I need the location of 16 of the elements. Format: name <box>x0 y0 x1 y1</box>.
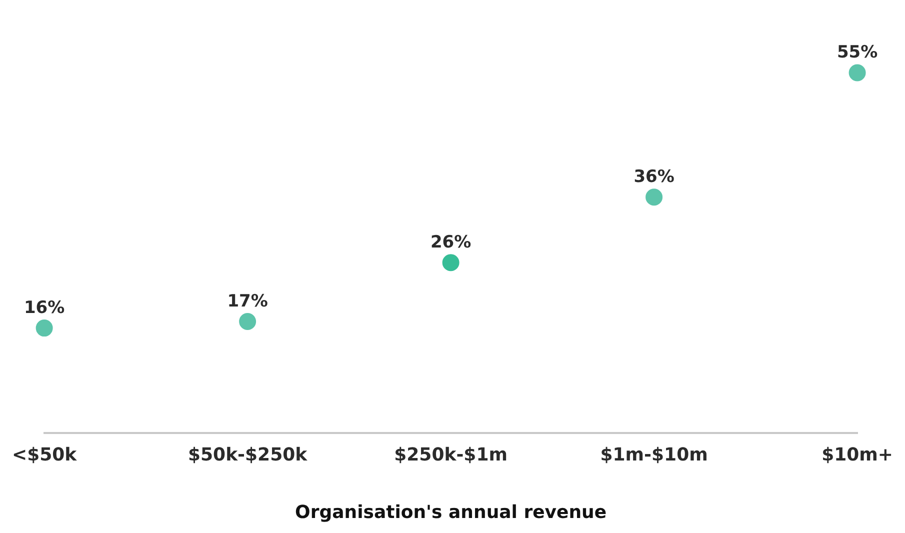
point <box>848 64 866 82</box>
x-axis-title: Organisation's annual revenue <box>295 502 607 523</box>
x-tick-label: $50k-$250k <box>188 444 308 466</box>
point <box>239 313 256 330</box>
data-label: 17% <box>227 291 268 312</box>
data-label: 16% <box>24 298 65 318</box>
data-label: 55% <box>836 42 878 63</box>
x-tick-label: $250k-$1m <box>394 444 508 466</box>
data-label: 26% <box>430 232 472 253</box>
data-label: 36% <box>634 167 674 188</box>
point <box>36 320 53 337</box>
point <box>442 254 460 272</box>
point <box>646 188 663 206</box>
x-tick-label: $10m+ <box>822 444 894 466</box>
x-tick-label: $1m-$10m <box>600 444 708 466</box>
x-tick-label: <$50k <box>12 444 78 466</box>
